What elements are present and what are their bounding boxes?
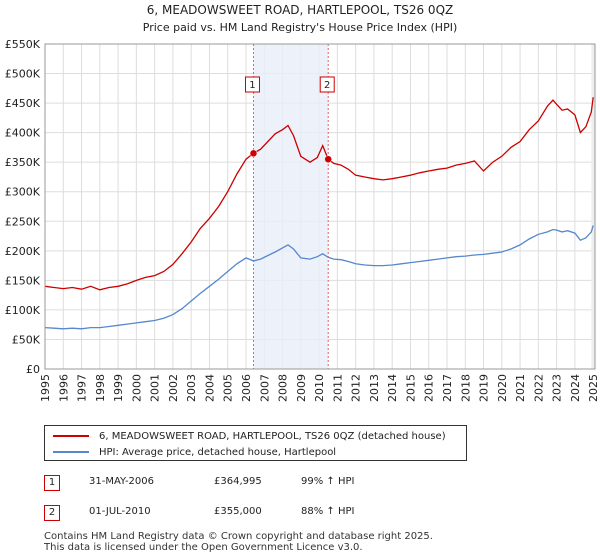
legend-label-hpi: HPI: Average price, detached house, Hart… <box>99 446 337 458</box>
legend-swatch-hpi <box>53 451 89 453</box>
x-tick-label: 2014 <box>386 374 399 402</box>
footer-line-1: Contains HM Land Registry data © Crown c… <box>44 531 433 542</box>
x-tick-label: 1996 <box>57 374 70 402</box>
sale-label: 2 <box>324 80 330 91</box>
chart-title: 6, MEADOWSWEET ROAD, HARTLEPOOL, TS26 0Q… <box>147 3 453 17</box>
sale-price: £355,000 <box>214 506 262 517</box>
x-tick-label: 2006 <box>240 374 253 402</box>
x-tick-label: 2025 <box>587 374 600 402</box>
sale-row-2: 2 01-JUL-2010 £355,000 88% ↑ HPI <box>44 505 464 521</box>
forecast-band <box>591 44 595 369</box>
y-tick-label: £300K <box>5 186 41 199</box>
sale-hpi-change: 88% ↑ HPI <box>301 506 355 517</box>
x-tick-label: 2007 <box>258 374 271 402</box>
x-tick-label: 2008 <box>277 374 290 402</box>
legend-swatch-property <box>53 435 89 437</box>
x-tick-label: 2019 <box>478 374 491 402</box>
sale-date: 01-JUL-2010 <box>89 506 151 517</box>
x-tick-label: 2010 <box>313 374 326 402</box>
x-tick-label: 2018 <box>459 374 472 402</box>
x-tick-label: 2011 <box>331 374 344 402</box>
x-tick-label: 2017 <box>441 374 454 402</box>
y-tick-label: £250K <box>5 215 41 228</box>
y-tick-label: £50K <box>12 333 41 346</box>
legend-label-property: 6, MEADOWSWEET ROAD, HARTLEPOOL, TS26 0Q… <box>99 430 446 442</box>
x-tick-label: 1997 <box>76 374 89 402</box>
x-tick-label: 2020 <box>496 374 509 402</box>
sale-label: 1 <box>249 80 255 91</box>
x-tick-label: 2001 <box>149 374 162 402</box>
x-tick-label: 2013 <box>368 374 381 402</box>
sale-point <box>249 149 258 158</box>
x-tick-label: 2022 <box>532 374 545 402</box>
x-tick-label: 2016 <box>423 374 436 402</box>
x-tick-label: 2000 <box>130 374 143 402</box>
y-tick-label: £500K <box>5 68 41 81</box>
sale-hpi-change: 99% ↑ HPI <box>301 476 355 487</box>
x-tick-label: 1998 <box>94 374 107 402</box>
y-tick-label: £550K <box>5 38 41 51</box>
sale-marker-badge: 2 <box>44 505 60 521</box>
sale-marker-badge: 1 <box>44 475 60 491</box>
y-tick-label: £100K <box>5 304 41 317</box>
y-tick-label: £400K <box>5 127 41 140</box>
x-tick-label: 2002 <box>167 374 180 402</box>
sale-point <box>324 155 332 163</box>
price-chart: 6, MEADOWSWEET ROAD, HARTLEPOOL, TS26 0Q… <box>5 3 600 402</box>
sale-date: 31-MAY-2006 <box>89 476 155 487</box>
x-tick-label: 2023 <box>551 374 564 402</box>
y-tick-label: £200K <box>5 245 41 258</box>
hpi-line <box>44 225 594 330</box>
y-tick-label: £350K <box>5 156 41 169</box>
sale-label-box <box>319 76 335 93</box>
x-tick-label: 2012 <box>350 374 363 402</box>
y-tick-label: £0 <box>26 363 40 376</box>
legend-item-property: 6, MEADOWSWEET ROAD, HARTLEPOOL, TS26 0Q… <box>53 429 446 443</box>
x-tick-label: 1999 <box>112 374 125 402</box>
x-tick-label: 2005 <box>222 374 235 402</box>
y-tick-label: £450K <box>5 97 41 110</box>
x-tick-label: 2024 <box>569 374 582 402</box>
sale-row-1: 1 31-MAY-2006 £364,995 99% ↑ HPI <box>44 475 464 491</box>
legend: 6, MEADOWSWEET ROAD, HARTLEPOOL, TS26 0Q… <box>44 425 467 461</box>
sale-label-box <box>244 76 260 93</box>
y-tick-label: £150K <box>5 274 41 287</box>
x-tick-label: 2015 <box>404 374 417 402</box>
x-tick-label: 2021 <box>514 374 527 402</box>
x-tick-label: 2004 <box>203 374 216 402</box>
footer-line-2: This data is licensed under the Open Gov… <box>44 542 363 553</box>
plot-area-border <box>44 43 596 370</box>
sale-price: £364,995 <box>214 476 262 487</box>
x-tick-label: 1995 <box>39 374 52 402</box>
x-tick-label: 2009 <box>295 374 308 402</box>
x-tick-label: 2003 <box>185 374 198 402</box>
legend-item-hpi: HPI: Average price, detached house, Hart… <box>53 445 336 459</box>
footer: Contains HM Land Registry data © Crown c… <box>44 531 433 553</box>
sale-period-band <box>253 44 329 369</box>
chart-subtitle: Price paid vs. HM Land Registry's House … <box>143 21 458 34</box>
